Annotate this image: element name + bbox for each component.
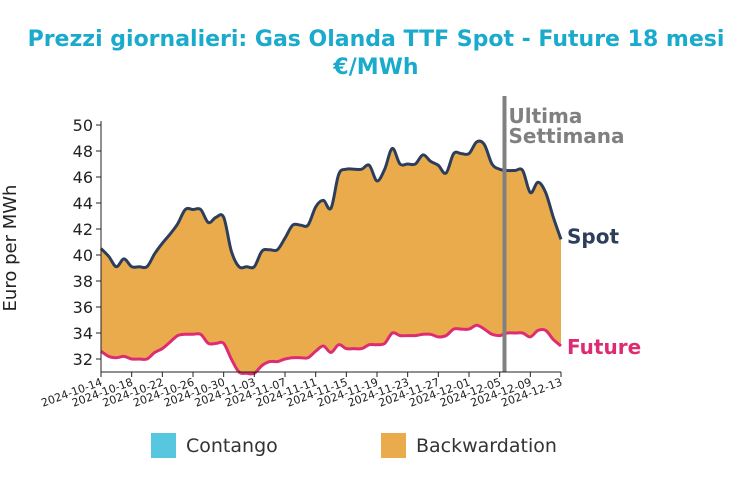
y-tick-label: 38 xyxy=(73,272,93,291)
y-tick-label: 46 xyxy=(73,168,93,187)
y-tick-label: 44 xyxy=(73,194,93,213)
future-series-label: Future xyxy=(567,335,641,359)
y-tick-label: 40 xyxy=(73,246,93,265)
chart-title: Prezzi giornalieri: Gas Olanda TTF Spot … xyxy=(28,27,725,52)
legend-label-backwardation: Backwardation xyxy=(416,435,557,457)
spot-series-label: Spot xyxy=(567,224,619,248)
last-week-label-line2: Settimana xyxy=(509,124,625,148)
spot-series-line xyxy=(99,139,563,270)
legend-swatch-backwardation xyxy=(381,433,406,458)
y-tick-label: 48 xyxy=(73,142,93,161)
y-tick-label: 34 xyxy=(73,324,93,343)
x-axis: 2024-10-142024-10-182024-10-222024-10-26… xyxy=(39,371,564,410)
legend: Contango Backwardation xyxy=(151,433,557,458)
y-tick-label: 50 xyxy=(73,116,93,135)
y-tick-label: 36 xyxy=(73,298,93,317)
y-axis: 32 34 36 38 40 42 44 46 48 50 xyxy=(73,116,102,372)
chart-subtitle: €/MWh xyxy=(332,55,418,80)
legend-swatch-contango xyxy=(151,433,176,458)
y-tick-label: 32 xyxy=(73,350,93,369)
y-tick-label: 42 xyxy=(73,220,93,239)
legend-label-contango: Contango xyxy=(186,435,278,457)
last-week-label-line1: Ultima xyxy=(509,104,583,128)
y-axis-label: Euro per MWh xyxy=(0,185,21,312)
future-series-line xyxy=(100,323,562,376)
backwardation-area xyxy=(101,141,561,374)
